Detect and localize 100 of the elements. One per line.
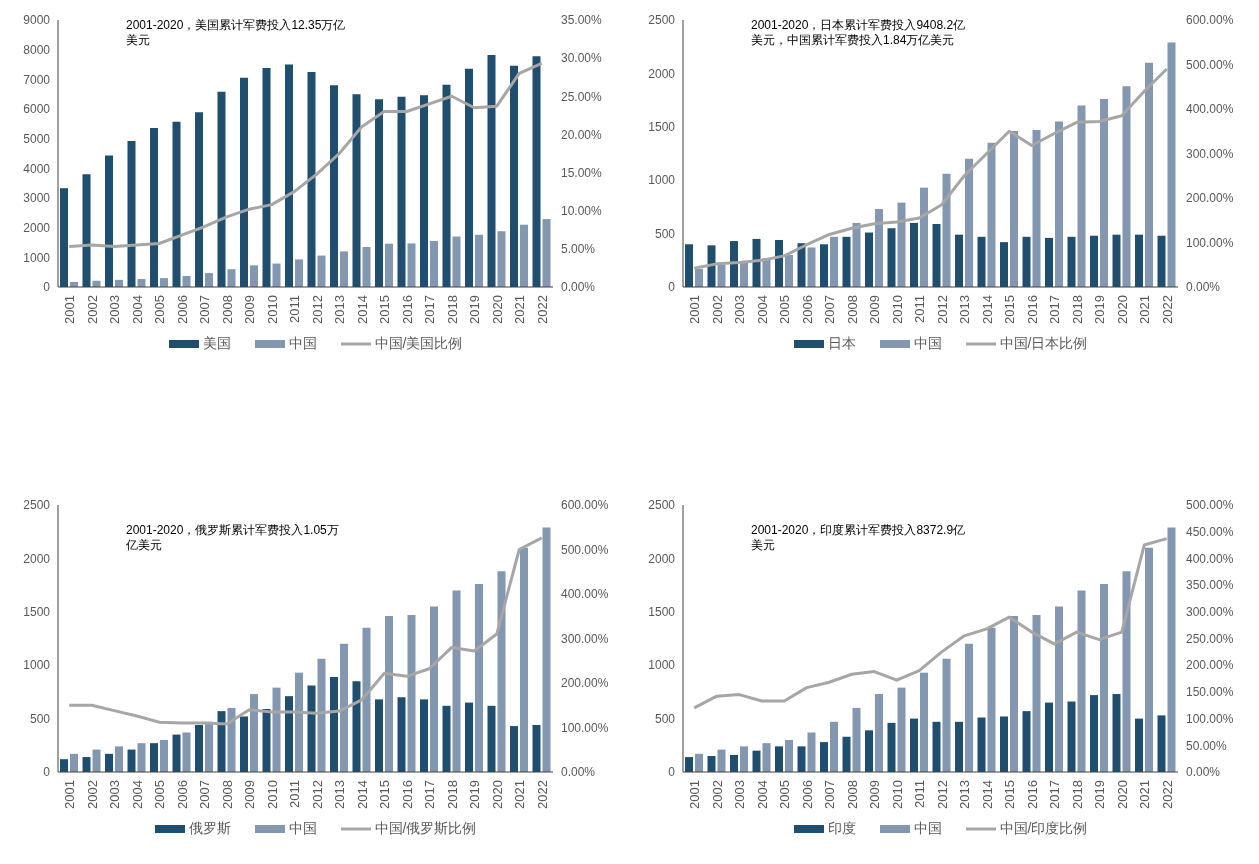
x-tick-label: 2015 bbox=[1002, 780, 1018, 809]
x-tick-label: 2004 bbox=[754, 780, 770, 809]
y-tick-label: 9000 bbox=[23, 13, 51, 28]
y-tick-label: 500 bbox=[29, 711, 51, 726]
bar bbox=[717, 749, 726, 772]
y2-tick-label: 0.00% bbox=[561, 280, 596, 295]
bar bbox=[317, 255, 326, 287]
y-tick-label: 2500 bbox=[648, 13, 676, 28]
bar bbox=[942, 658, 951, 772]
x-tick-label: 2013 bbox=[957, 295, 973, 324]
y2-tick-label: 500.00% bbox=[1186, 498, 1234, 513]
legend-label: 美国 bbox=[202, 335, 231, 353]
bar bbox=[910, 222, 918, 287]
y-tick-label: 5000 bbox=[23, 131, 51, 146]
bar bbox=[385, 616, 393, 772]
x-tick-label: 2010 bbox=[889, 780, 905, 809]
bar bbox=[987, 627, 996, 772]
bar bbox=[127, 749, 136, 772]
bar bbox=[1000, 716, 1008, 772]
y-tick-label: 2000 bbox=[648, 551, 676, 566]
x-tick-label: 2016 bbox=[1024, 780, 1040, 809]
bar bbox=[807, 732, 816, 772]
bar bbox=[1055, 121, 1063, 287]
y2-tick-label: 100.00% bbox=[1186, 711, 1234, 726]
x-tick-label: 2015 bbox=[1002, 295, 1018, 324]
legend-label: 俄罗斯 bbox=[188, 820, 231, 838]
bar bbox=[532, 725, 541, 772]
y-tick-label: 1000 bbox=[23, 658, 51, 673]
y2-tick-label: 0.00% bbox=[1186, 765, 1221, 780]
x-tick-label: 2001 bbox=[62, 295, 78, 324]
bar bbox=[352, 94, 361, 287]
bar bbox=[452, 236, 461, 287]
bar bbox=[407, 615, 416, 772]
bar bbox=[452, 590, 461, 772]
bar bbox=[205, 273, 213, 287]
bar bbox=[307, 71, 316, 287]
annotation: 2001-2020，美国累计军费投入12.35万亿美元 bbox=[126, 18, 346, 48]
bar bbox=[272, 687, 281, 772]
bar bbox=[875, 209, 883, 287]
y-tick-label: 500 bbox=[654, 226, 676, 241]
y2-tick-label: 600.00% bbox=[561, 498, 609, 513]
bar bbox=[105, 753, 113, 772]
bar bbox=[1045, 237, 1053, 287]
x-tick-label: 2015 bbox=[377, 780, 393, 809]
bar bbox=[532, 56, 541, 287]
y2-tick-label: 450.00% bbox=[1186, 524, 1234, 539]
bar bbox=[1135, 718, 1143, 772]
bar bbox=[920, 187, 928, 287]
y-tick-label: 1500 bbox=[648, 605, 676, 620]
bar bbox=[430, 606, 438, 772]
x-tick-label: 2008 bbox=[219, 780, 235, 809]
x-tick-label: 2009 bbox=[242, 780, 258, 809]
bar bbox=[1067, 236, 1076, 287]
bar bbox=[420, 699, 428, 772]
x-tick-label: 2017 bbox=[422, 295, 438, 324]
x-tick-label: 2007 bbox=[197, 780, 213, 809]
bar bbox=[385, 243, 393, 287]
x-tick-label: 2001 bbox=[62, 780, 78, 809]
bar bbox=[807, 247, 816, 287]
bar bbox=[730, 241, 738, 287]
x-tick-label: 2009 bbox=[867, 295, 883, 324]
bar bbox=[1090, 235, 1098, 287]
bar bbox=[942, 173, 951, 287]
bar bbox=[1055, 606, 1063, 772]
legend-label: 中国/俄罗斯比例 bbox=[374, 820, 477, 838]
annotation: 2001-2020，日本累计军费投入9408.2亿美元，中国累计军费投入1.84万亿美元 bbox=[751, 18, 971, 48]
bar bbox=[797, 243, 806, 287]
x-tick-label: 2007 bbox=[197, 295, 213, 324]
x-tick-label: 2011 bbox=[287, 295, 303, 323]
y-tick-label: 2000 bbox=[648, 66, 676, 81]
x-tick-label: 2013 bbox=[332, 295, 348, 324]
bar bbox=[785, 739, 793, 772]
x-tick-label: 2019 bbox=[467, 295, 483, 324]
annotation: 2001-2020，印度累计军费投入8372.9亿美元 bbox=[751, 523, 971, 553]
bar bbox=[1067, 701, 1076, 772]
bar bbox=[775, 746, 783, 772]
bar bbox=[752, 750, 761, 772]
x-tick-label: 2013 bbox=[332, 780, 348, 809]
x-tick-label: 2012 bbox=[309, 780, 325, 809]
legend-label: 中国 bbox=[288, 820, 317, 838]
x-tick-label: 2010 bbox=[264, 780, 280, 809]
y-tick-label: 0 bbox=[43, 280, 51, 295]
x-tick-label: 2012 bbox=[309, 295, 325, 324]
legend-label: 中国/美国比例 bbox=[374, 335, 463, 353]
x-tick-label: 2010 bbox=[889, 295, 905, 324]
legend-label: 中国 bbox=[913, 335, 942, 353]
y-tick-label: 0 bbox=[668, 280, 676, 295]
bar bbox=[172, 734, 181, 772]
bar bbox=[1022, 711, 1031, 772]
annotation: 2001-2020，俄罗斯累计军费投入1.05万亿美元 bbox=[126, 523, 346, 553]
y2-tick-label: 0.00% bbox=[1186, 280, 1221, 295]
x-tick-label: 2014 bbox=[979, 295, 995, 324]
x-tick-label: 2002 bbox=[709, 295, 725, 324]
x-tick-label: 2016 bbox=[399, 295, 415, 324]
x-tick-label: 2002 bbox=[709, 780, 725, 809]
bar bbox=[1157, 715, 1166, 772]
y2-tick-label: 500.00% bbox=[1186, 57, 1234, 72]
y2-tick-label: 0.00% bbox=[561, 765, 596, 780]
x-tick-label: 2004 bbox=[754, 295, 770, 324]
y2-tick-label: 200.00% bbox=[561, 676, 609, 691]
